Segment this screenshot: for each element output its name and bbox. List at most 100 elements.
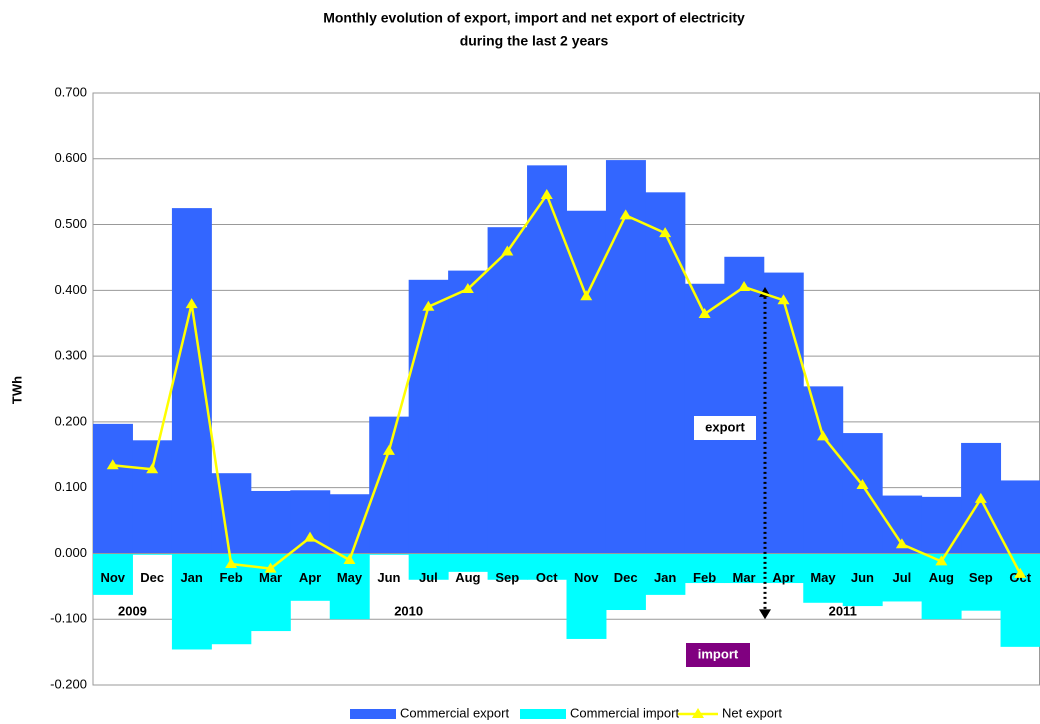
marker bbox=[580, 290, 593, 301]
x-tick-label: May bbox=[337, 570, 363, 585]
bar bbox=[763, 553, 804, 584]
bar bbox=[487, 553, 528, 580]
chart-title: Monthly evolution of export, import and … bbox=[323, 10, 745, 26]
bar bbox=[132, 440, 173, 554]
marker bbox=[935, 555, 948, 566]
marker bbox=[501, 245, 514, 256]
x-tick-label: Jun bbox=[851, 570, 874, 585]
marker bbox=[619, 209, 632, 220]
x-tick-label: Mar bbox=[259, 570, 282, 585]
marker bbox=[738, 281, 751, 292]
bar bbox=[93, 423, 133, 554]
bar bbox=[921, 496, 962, 554]
bar bbox=[1000, 553, 1040, 647]
year-label: 2011 bbox=[829, 603, 857, 618]
bar bbox=[487, 227, 528, 554]
x-tick-label: Jan bbox=[180, 570, 202, 585]
x-tick-label: Feb bbox=[220, 570, 243, 585]
bar bbox=[684, 553, 725, 584]
bar bbox=[605, 160, 646, 554]
bar bbox=[329, 553, 370, 620]
bar bbox=[605, 553, 646, 611]
bar bbox=[527, 553, 567, 580]
x-tick-label: Dec bbox=[614, 570, 638, 585]
legend-label: Net export bbox=[722, 705, 782, 720]
bar bbox=[645, 553, 686, 595]
marker bbox=[974, 492, 987, 503]
y-tick-label: 0.200 bbox=[54, 413, 87, 428]
y-axis-label: TWh bbox=[9, 376, 24, 404]
line bbox=[112, 192, 1022, 575]
bar bbox=[171, 553, 212, 650]
y-tick-label: 0.100 bbox=[54, 479, 87, 494]
y-tick-label: 0.300 bbox=[54, 348, 87, 363]
marker bbox=[816, 430, 829, 441]
x-tick-label: Sep bbox=[969, 570, 993, 585]
marker bbox=[106, 459, 119, 470]
marker bbox=[382, 444, 395, 455]
bar bbox=[566, 553, 607, 639]
legend-label: Commercial import bbox=[570, 705, 679, 720]
marker bbox=[540, 188, 553, 199]
marker bbox=[777, 294, 790, 305]
y-tick-label: 0.700 bbox=[54, 84, 87, 99]
marker bbox=[264, 562, 277, 573]
bar bbox=[842, 553, 883, 607]
x-tick-label: Aug bbox=[455, 570, 480, 585]
annotation: export bbox=[705, 419, 745, 434]
bar bbox=[250, 490, 291, 554]
bar bbox=[132, 553, 173, 555]
bar bbox=[369, 416, 410, 554]
x-tick-label: Jul bbox=[419, 570, 438, 585]
legend-swatch bbox=[350, 709, 396, 719]
legend-swatch bbox=[520, 709, 566, 719]
x-tick-label: May bbox=[810, 570, 836, 585]
arrow-head bbox=[759, 609, 771, 620]
bar bbox=[803, 553, 844, 603]
chart-title: during the last 2 years bbox=[460, 33, 609, 49]
marker bbox=[461, 283, 474, 294]
legend-swatch bbox=[692, 708, 704, 718]
bar bbox=[724, 553, 765, 584]
marker bbox=[225, 557, 238, 568]
bar bbox=[448, 270, 489, 554]
annotation-box bbox=[686, 643, 750, 667]
x-tick-label: Jun bbox=[377, 570, 400, 585]
x-tick-label: Feb bbox=[693, 570, 716, 585]
x-tick-label: Mar bbox=[733, 570, 756, 585]
marker bbox=[422, 300, 435, 311]
y-tick-label: -0.100 bbox=[50, 611, 87, 626]
x-tick-label: Jul bbox=[892, 570, 911, 585]
y-tick-label: -0.200 bbox=[50, 676, 87, 691]
x-tick-label: Nov bbox=[574, 570, 599, 585]
x-tick-label: Oct bbox=[536, 570, 558, 585]
bar bbox=[290, 553, 331, 601]
annotation-box bbox=[694, 416, 756, 440]
bar bbox=[527, 165, 567, 554]
marker bbox=[1014, 567, 1027, 578]
y-tick-label: 0.400 bbox=[54, 282, 87, 297]
bar bbox=[724, 256, 765, 554]
y-tick-label: 0.500 bbox=[54, 216, 87, 231]
x-tick-label: Jan bbox=[654, 570, 676, 585]
marker bbox=[895, 538, 908, 549]
marker bbox=[659, 227, 672, 238]
marker bbox=[698, 308, 711, 319]
x-tick-label: Sep bbox=[495, 570, 519, 585]
bar bbox=[645, 192, 686, 554]
bar bbox=[211, 553, 252, 645]
bar bbox=[1000, 480, 1040, 554]
bar bbox=[369, 553, 410, 555]
marker bbox=[185, 298, 198, 309]
bar bbox=[171, 208, 212, 554]
bar bbox=[882, 553, 923, 602]
bar bbox=[408, 553, 449, 580]
marker bbox=[304, 531, 317, 542]
bar bbox=[842, 433, 883, 554]
bar bbox=[93, 553, 133, 595]
x-tick-label: Apr bbox=[299, 570, 321, 585]
x-tick-label: Apr bbox=[772, 570, 794, 585]
bar bbox=[763, 272, 804, 554]
year-label: 2009 bbox=[118, 603, 147, 618]
